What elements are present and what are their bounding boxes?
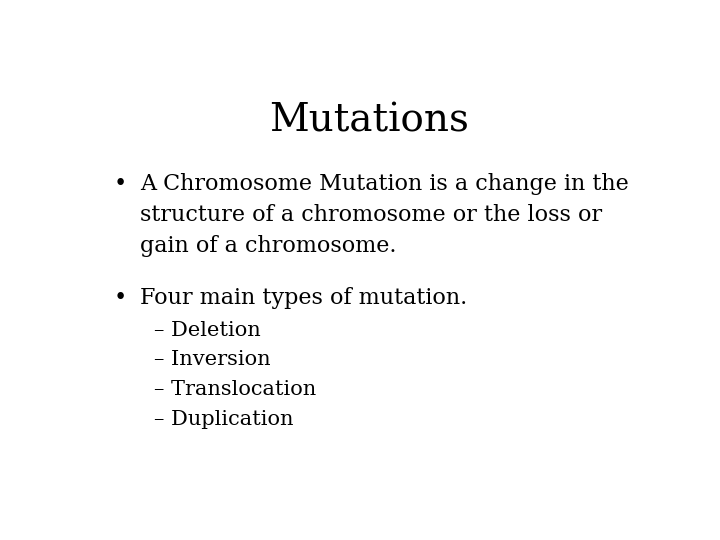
- Text: A Chromosome Mutation is a change in the: A Chromosome Mutation is a change in the: [140, 173, 629, 195]
- Text: – Deletion: – Deletion: [154, 321, 261, 340]
- Text: – Translocation: – Translocation: [154, 380, 316, 400]
- Text: •: •: [114, 173, 127, 195]
- Text: •: •: [114, 287, 127, 309]
- Text: – Duplication: – Duplication: [154, 410, 294, 429]
- Text: Mutations: Mutations: [269, 102, 469, 139]
- Text: – Inversion: – Inversion: [154, 350, 271, 369]
- Text: gain of a chromosome.: gain of a chromosome.: [140, 235, 397, 257]
- Text: Four main types of mutation.: Four main types of mutation.: [140, 287, 467, 309]
- Text: structure of a chromosome or the loss or: structure of a chromosome or the loss or: [140, 204, 603, 226]
